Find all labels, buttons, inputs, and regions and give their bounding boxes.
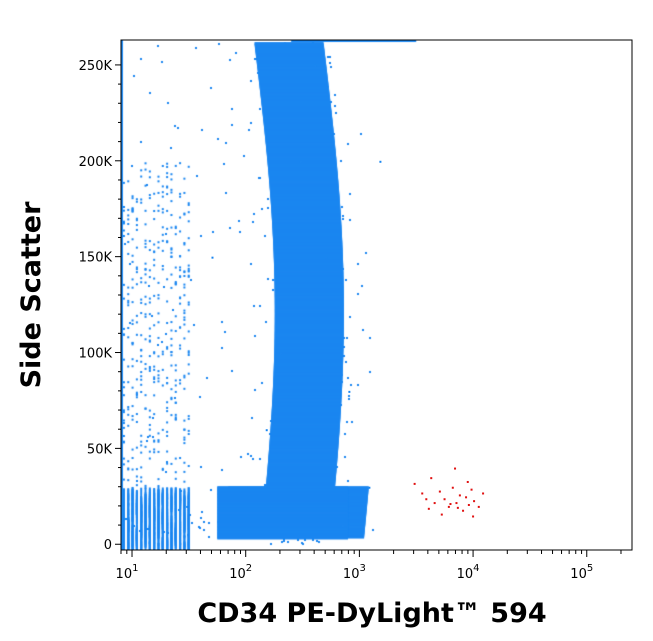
data-point	[458, 494, 461, 497]
data-point	[299, 160, 302, 163]
data-point	[454, 467, 457, 470]
x-tick-label: 104	[457, 563, 480, 582]
data-point	[279, 352, 282, 355]
data-point	[211, 256, 214, 259]
data-point	[443, 498, 446, 501]
data-point	[425, 498, 428, 501]
data-point	[467, 503, 470, 506]
y-tick-label: 200K	[79, 155, 113, 170]
y-tick-label: 150K	[79, 251, 113, 266]
data-point	[245, 486, 248, 489]
data-point	[473, 500, 476, 503]
data-point	[348, 390, 351, 393]
y-tick-label: 50K	[87, 442, 113, 457]
data-point	[451, 486, 454, 489]
data-point	[433, 502, 436, 505]
x-tick-label: 105	[570, 563, 593, 582]
data-point	[421, 492, 424, 495]
y-tick-label: 0	[104, 538, 112, 553]
data-point	[447, 505, 450, 508]
data-point	[477, 505, 480, 508]
y-axis-title: Side Scatter	[16, 201, 47, 389]
data-point	[455, 502, 458, 505]
data-point	[472, 515, 475, 518]
data-point	[325, 256, 328, 259]
x-tick-label: 102	[229, 563, 252, 582]
data-point	[440, 513, 443, 516]
x-axis: 101 102 103 104 105	[116, 550, 622, 582]
x-axis-title: CD34 PE-DyLight™ 594	[197, 598, 546, 629]
blue-population	[121, 40, 632, 550]
x-tick-label: 103	[343, 563, 366, 582]
data-point	[466, 480, 469, 483]
data-point	[379, 160, 382, 163]
data-point	[449, 503, 452, 506]
data-point	[470, 488, 473, 491]
data-point	[413, 482, 416, 485]
data-point	[438, 490, 441, 493]
blue-density	[121, 40, 632, 550]
data-point	[427, 507, 430, 510]
data-point	[368, 486, 371, 489]
data-point	[265, 429, 268, 432]
data-point	[482, 492, 485, 495]
y-tick-label: 100K	[79, 347, 113, 362]
y-axis: 0 50K 100K 150K 200K 250K	[79, 59, 121, 553]
data-point	[430, 477, 433, 480]
data-point	[456, 506, 459, 509]
data-point	[465, 496, 468, 499]
data-point	[341, 525, 344, 528]
data-point	[314, 64, 317, 67]
data-point	[186, 505, 189, 508]
data-point	[462, 509, 465, 512]
red-population	[413, 467, 485, 518]
x-tick-label: 101	[116, 563, 139, 582]
y-tick-label: 250K	[79, 59, 113, 74]
